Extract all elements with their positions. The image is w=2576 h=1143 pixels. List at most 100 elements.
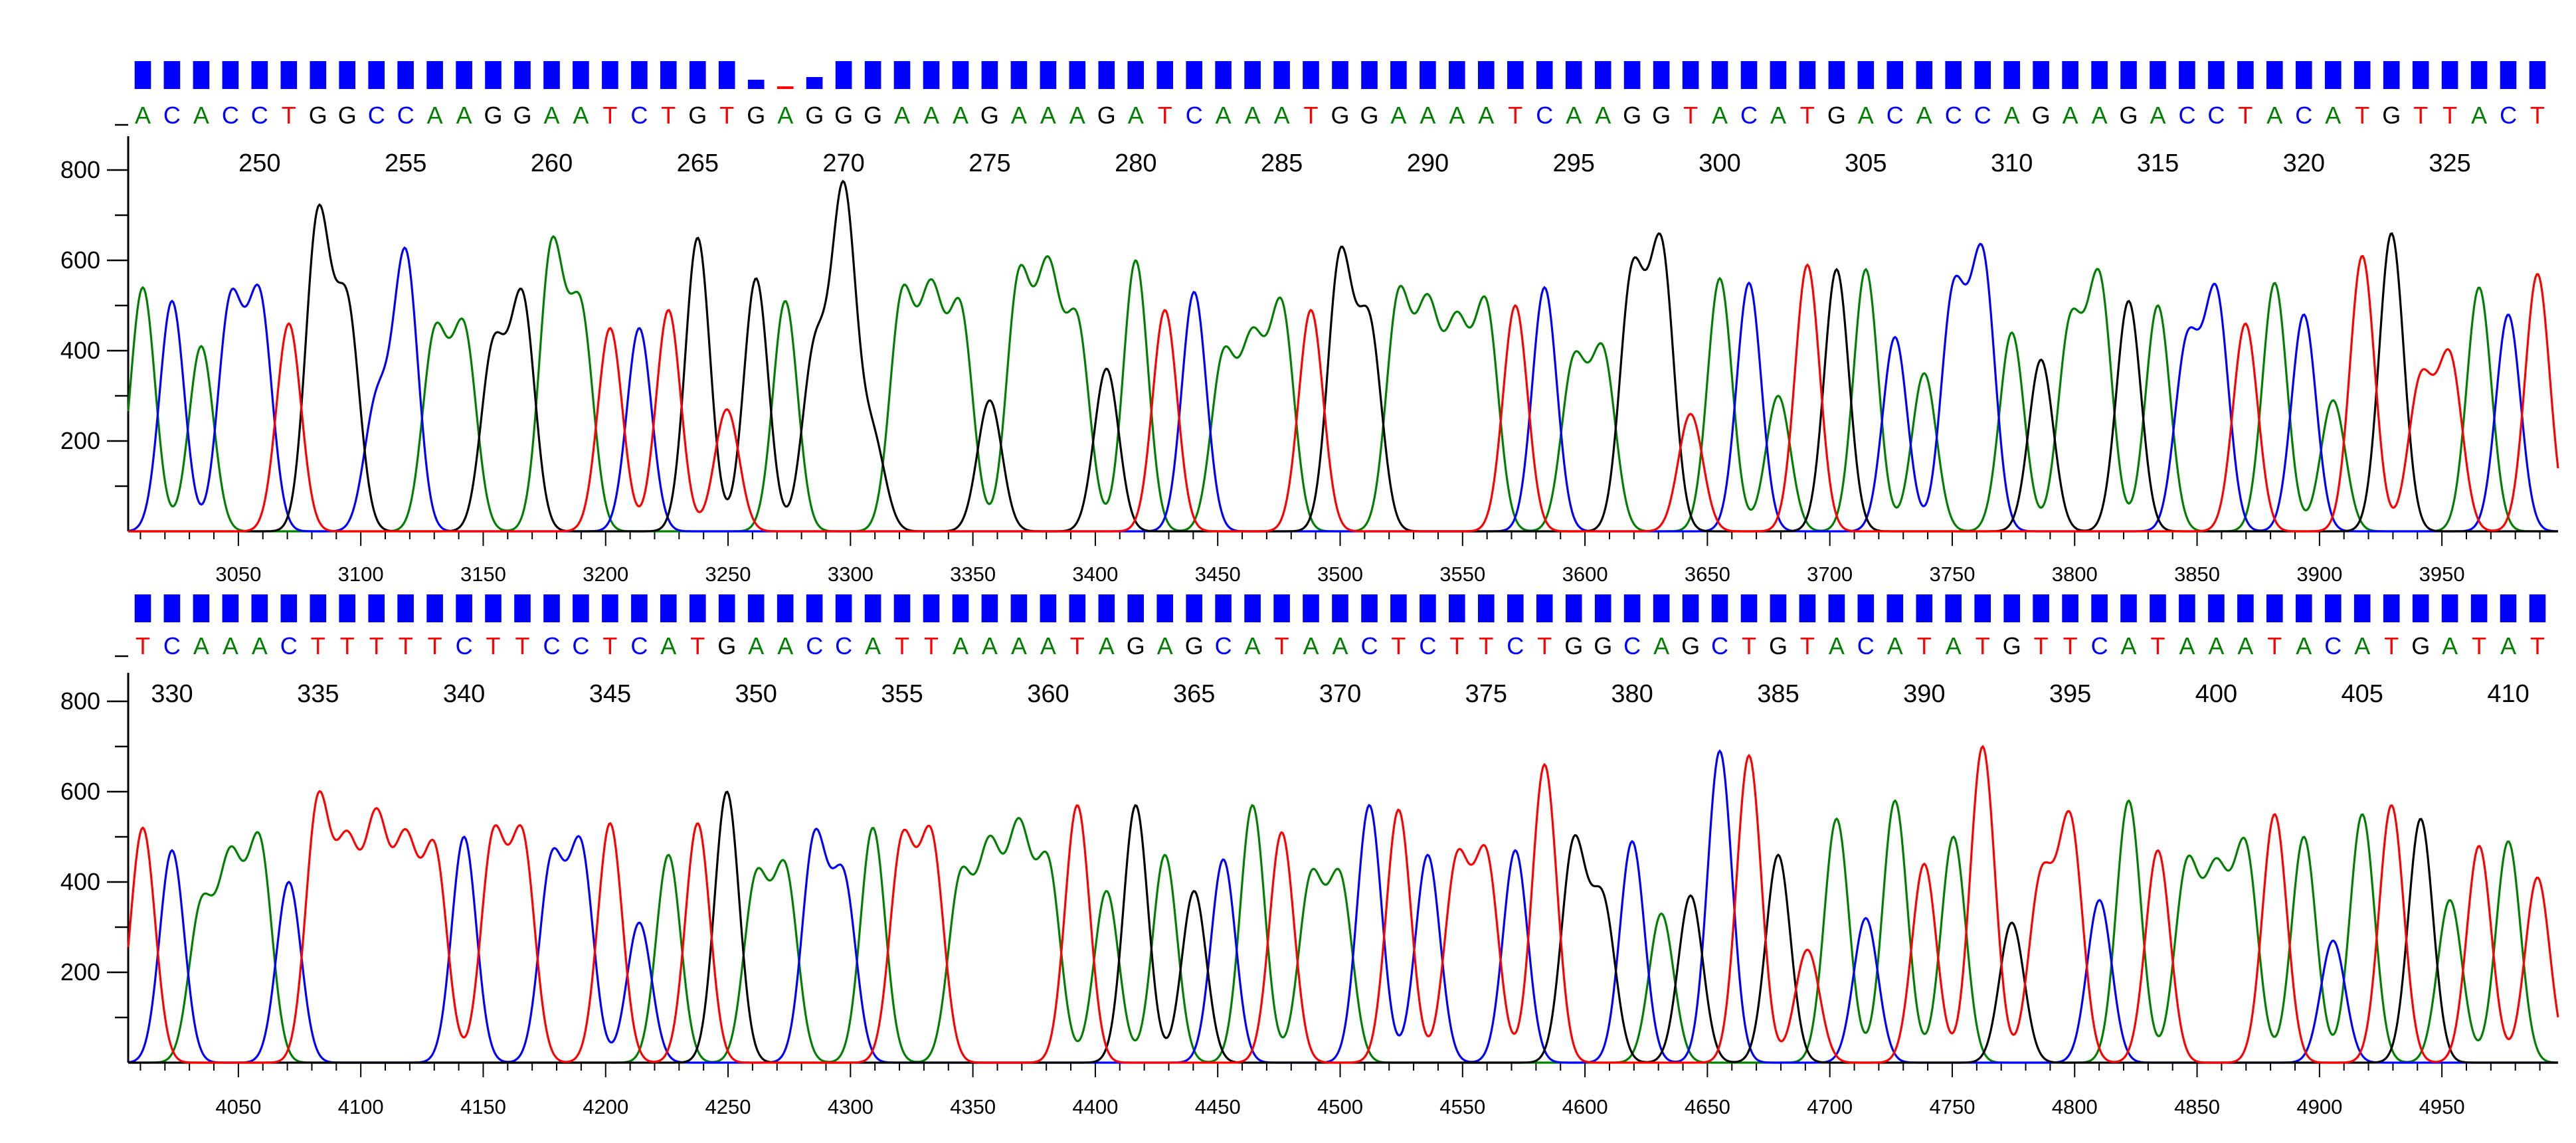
quality-bar <box>1478 594 1495 622</box>
quality-bar <box>2383 61 2400 89</box>
quality-bar <box>1069 61 1086 89</box>
quality-bar <box>1770 61 1787 89</box>
y-tick-label: 200 <box>60 958 100 986</box>
base-call: T <box>2034 632 2049 659</box>
quality-bar <box>1127 594 1144 622</box>
quality-bar <box>1507 594 1524 622</box>
quality-bar <box>368 61 385 89</box>
quality-bar <box>514 594 531 622</box>
base-call: A <box>2179 632 2195 659</box>
base-call: T <box>1391 632 1406 659</box>
x-tick-label: 4100 <box>338 1095 384 1118</box>
base-call: A <box>2500 632 2516 659</box>
base-call: T <box>1537 632 1552 659</box>
quality-bar <box>2470 594 2488 622</box>
base-call: T <box>369 632 384 659</box>
trace-lines <box>127 179 2559 533</box>
base-call: G <box>1331 102 1349 129</box>
quality-bar <box>1361 61 1378 89</box>
base-call: G <box>2382 102 2401 129</box>
trace-A <box>127 234 2558 533</box>
base-position-label: 380 <box>1611 680 1653 708</box>
quality-bar <box>1799 594 1816 622</box>
quality-bar <box>1594 61 1611 89</box>
y-tick-label: 600 <box>60 246 100 274</box>
base-call: A <box>2296 632 2312 659</box>
quality-bar <box>2003 61 2020 89</box>
base-position-label: 385 <box>1757 680 1799 708</box>
base-call: A <box>953 632 968 659</box>
trace-lines <box>127 745 2559 1064</box>
quality-bar <box>368 594 385 622</box>
quality-bar <box>280 594 298 622</box>
base-call: T <box>2413 102 2428 129</box>
base-call: T <box>924 632 939 659</box>
quality-bar <box>1740 594 1758 622</box>
base-call: A <box>543 102 559 129</box>
base-call: C <box>368 102 385 129</box>
base-position-label: 320 <box>2283 149 2325 177</box>
quality-bar <box>1623 594 1641 622</box>
base-call: A <box>1040 632 1056 659</box>
quality-bar <box>1886 61 1904 89</box>
base-position-label: 270 <box>822 149 864 177</box>
quality-bar <box>923 61 940 89</box>
base-position-label: 315 <box>2137 149 2179 177</box>
quality-bar <box>134 594 151 622</box>
base-call: T <box>2530 632 2545 659</box>
x-tick-label: 3600 <box>1562 563 1608 586</box>
x-tick-label: 4600 <box>1562 1095 1608 1118</box>
base-call: T <box>1479 632 1493 659</box>
base-call: T <box>1742 632 1756 659</box>
y-tick-label: 400 <box>60 868 100 895</box>
base-call: A <box>1829 632 1845 659</box>
quality-bars <box>134 594 2546 622</box>
quality-bar <box>1565 61 1582 89</box>
x-tick-label: 4750 <box>1929 1095 1975 1118</box>
quality-bar <box>134 61 151 89</box>
base-position-label: 285 <box>1261 149 1303 177</box>
x-tick-label: 4850 <box>2174 1095 2220 1118</box>
quality-bar <box>1098 61 1115 89</box>
base-position-label: 355 <box>881 680 923 708</box>
base-call: A <box>1566 102 1582 129</box>
quality-bar <box>777 594 794 622</box>
quality-bar <box>339 61 355 89</box>
base-call: A <box>1332 632 1348 659</box>
base-call: A <box>193 102 209 129</box>
base-call: A <box>573 102 589 129</box>
quality-bar <box>602 61 618 89</box>
base-call: G <box>309 102 327 129</box>
quality-bar <box>1711 594 1728 622</box>
quality-bar <box>1857 594 1875 622</box>
quality-bar <box>426 61 443 89</box>
quality-bar <box>1273 61 1290 89</box>
base-call: C <box>1419 632 1436 659</box>
quality-bar <box>1040 594 1057 622</box>
base-call: A <box>1128 102 1144 129</box>
base-position-label: 370 <box>1319 680 1361 708</box>
base-call: T <box>602 632 617 659</box>
x-tick-label: 4400 <box>1072 1095 1118 1118</box>
base-call: T <box>428 632 442 659</box>
quality-bar <box>1332 594 1348 622</box>
base-call: C <box>1945 102 1962 129</box>
quality-bar <box>1974 61 1991 89</box>
base-call: T <box>2472 632 2486 659</box>
base-call: G <box>717 632 736 659</box>
base-position-label: 250 <box>238 149 280 177</box>
quality-bar <box>981 594 998 622</box>
y-tick-label: 200 <box>60 427 100 454</box>
base-call: C <box>163 632 181 659</box>
base-call: G <box>1827 102 1846 129</box>
base-position-label: 255 <box>385 149 426 177</box>
quality-bar <box>2179 594 2195 622</box>
base-position-label: 300 <box>1699 149 1740 177</box>
base-call: A <box>1478 102 1494 129</box>
quality-bar <box>1186 61 1202 89</box>
y-axis: 200 400 600 800 <box>60 124 130 531</box>
base-call: T <box>1976 632 1990 659</box>
base-call: C <box>280 632 298 659</box>
base-call: G <box>1769 632 1788 659</box>
quality-bar <box>193 594 210 622</box>
